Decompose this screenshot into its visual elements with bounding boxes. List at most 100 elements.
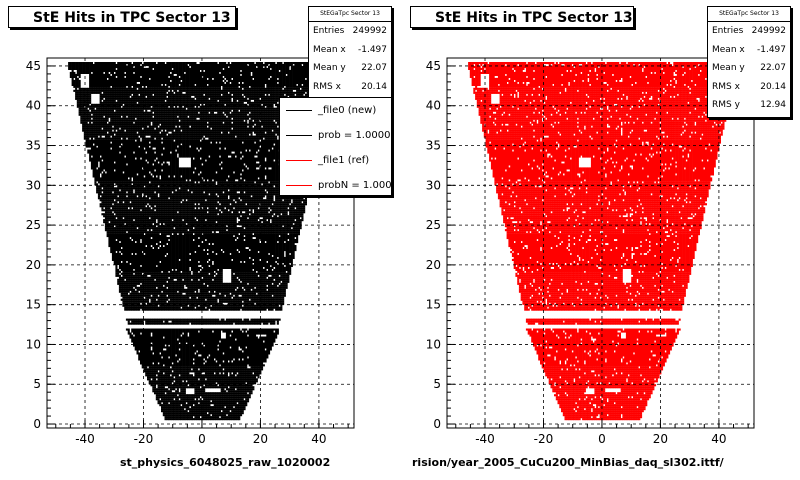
hit-point [173,282,176,285]
hit-point [164,328,167,331]
hit-point [182,294,185,297]
hit-point [183,412,186,415]
hit-point [199,332,202,335]
hit-point [217,290,220,293]
hit-point [206,276,209,279]
hit-point [157,366,160,369]
hit-point [178,394,181,397]
hit-point [161,354,164,357]
hit-point [187,364,190,367]
hit-point [157,268,160,271]
hit-point [210,358,213,361]
hit-point [159,276,162,279]
hit-point [155,268,158,271]
hit-point [248,374,251,377]
hit-point [206,394,209,397]
hit-point [169,380,172,383]
hit-point [233,364,236,367]
hit-point [255,290,258,293]
hit-point [196,390,199,393]
hit-point [120,266,123,269]
hit-point [254,356,257,359]
hit-point [233,342,236,345]
hit-point [185,396,188,399]
hit-point [131,284,134,287]
hit-point [168,358,171,361]
hit-point [190,410,193,413]
hit-point [252,348,255,351]
hit-point [262,338,265,341]
hit-point [250,270,253,273]
hit-point [155,360,158,363]
hit-point [182,414,185,417]
hit-point [201,328,204,331]
hit-point [192,268,195,271]
hit-point [196,354,199,357]
hit-point [194,304,197,307]
hit-point [243,330,246,333]
hit-point [148,280,151,283]
hit-point [224,380,227,383]
hit-point [206,294,209,297]
hit-point [196,292,199,295]
hit-point [194,418,197,421]
hit-point [168,338,171,341]
hit-point [210,346,213,349]
hit-point [169,270,172,273]
hit-point [159,354,162,357]
hit-point [134,320,137,323]
hit-point [227,336,230,339]
hit-point [210,306,213,309]
hit-point [236,336,239,339]
hit-point [208,374,211,377]
hit-point [261,288,264,291]
hit-point [131,298,134,301]
hit-point [171,320,174,323]
hit-point [271,308,274,311]
hit-point [215,386,218,389]
hit-point [183,308,186,311]
hit-point [215,298,218,301]
hit-point [185,394,188,397]
hit-point [143,370,146,373]
hit-point [275,296,278,299]
hit-point [240,390,243,393]
hit-point [136,332,139,335]
hit-point [225,354,228,357]
hit-point [233,270,236,273]
hit-point [169,350,172,353]
hit-point [262,308,265,311]
hit-point [175,282,178,285]
hit-point [141,338,144,341]
hit-point [192,318,195,321]
hit-point [157,290,160,293]
hit-point [155,282,158,285]
hit-point [262,274,265,277]
hit-point [229,342,232,345]
hit-point [122,278,125,281]
hit-point [129,334,132,337]
hit-point [269,340,272,343]
hit-point [185,376,188,379]
hit-point [155,390,158,393]
hit-point [241,288,244,291]
hit-point [245,372,248,375]
hit-point [194,350,197,353]
hit-point [208,300,211,303]
hit-point [161,342,164,345]
hit-point [262,290,265,293]
hit-point [261,328,264,331]
hit-point [138,322,141,325]
hit-point [194,384,197,387]
hit-point [152,358,155,361]
hit-point [159,402,162,405]
hit-point [141,352,144,355]
hit-point [231,348,234,351]
hit-point [252,370,255,373]
hit-point [276,298,279,301]
hit-point [196,342,199,345]
hit-point [227,394,230,397]
hit-point [157,398,160,401]
hit-point [213,410,216,413]
hit-point [210,396,213,399]
